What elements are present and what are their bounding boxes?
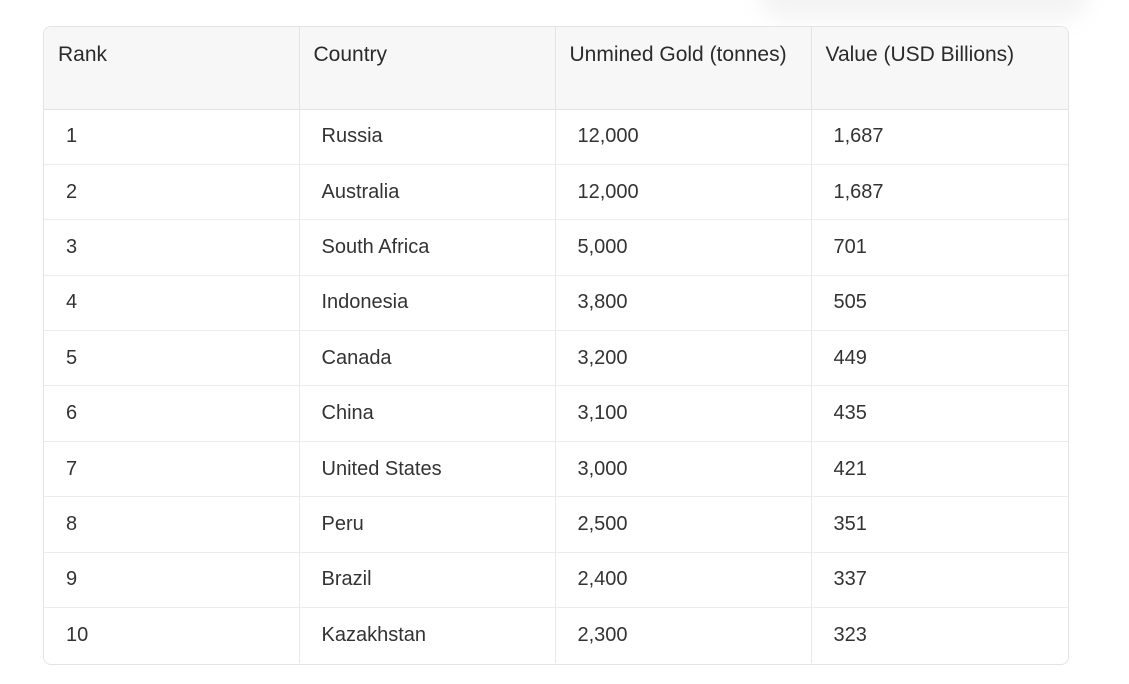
background-shadow <box>759 0 1089 20</box>
gold-reserves-table: Rank Country Unmined Gold (tonnes) Value… <box>44 27 1068 663</box>
table-row: 6 China 3,100 435 <box>44 385 1068 442</box>
cell-rank: 2 <box>44 164 299 221</box>
cell-rank: 8 <box>44 496 299 553</box>
cell-rank: 3 <box>44 219 299 276</box>
cell-rank: 6 <box>44 385 299 442</box>
table-row: 9 Brazil 2,400 337 <box>44 552 1068 609</box>
cell-value: 351 <box>810 496 1068 553</box>
header-unmined-gold: Unmined Gold (tonnes) <box>554 27 811 110</box>
cell-unmined-gold: 2,500 <box>554 496 811 553</box>
table-row: 3 South Africa 5,000 701 <box>44 219 1068 276</box>
table-header: Rank Country Unmined Gold (tonnes) Value… <box>44 27 1068 110</box>
table-row: 10 Kazakhstan 2,300 323 <box>44 607 1068 663</box>
table-body: 1 Russia 12,000 1,687 2 Australia 12,000… <box>44 109 1068 663</box>
cell-value: 505 <box>810 275 1068 332</box>
cell-unmined-gold: 2,400 <box>554 552 811 609</box>
cell-country: Indonesia <box>298 275 555 332</box>
cell-country: Brazil <box>298 552 555 609</box>
table-row: 1 Russia 12,000 1,687 <box>44 109 1068 165</box>
cell-value: 449 <box>810 330 1068 387</box>
table-row: 5 Canada 3,200 449 <box>44 330 1068 387</box>
cell-rank: 10 <box>66 623 89 646</box>
cell-country: Australia <box>298 164 555 221</box>
header-value: Value (USD Billions) <box>810 27 1068 110</box>
cell-value: 337 <box>810 552 1068 609</box>
cell-value: 1,687 <box>810 109 1068 165</box>
cell-unmined-gold: 3,100 <box>554 385 811 442</box>
cell-rank: 4 <box>44 275 299 332</box>
cell-country: Kazakhstan <box>298 607 555 663</box>
cell-unmined-gold: 3,800 <box>554 275 811 332</box>
cell-country: United States <box>298 441 555 498</box>
cell-country: Russia <box>298 109 555 165</box>
cell-unmined-gold: 12,000 <box>554 164 811 221</box>
header-country: Country <box>298 27 555 110</box>
cell-rank: 5 <box>44 330 299 387</box>
table-row: 7 United States 3,000 421 <box>44 441 1068 498</box>
table-row: 4 Indonesia 3,800 505 <box>44 275 1068 332</box>
cell-rank: 7 <box>44 441 299 498</box>
cell-rank: 9 <box>44 552 299 609</box>
header-rank: Rank <box>44 27 299 110</box>
gold-reserves-table-container: Rank Country Unmined Gold (tonnes) Value… <box>43 26 1069 665</box>
cell-unmined-gold: 12,000 <box>554 109 811 165</box>
cell-country: Peru <box>298 496 555 553</box>
cell-country: Canada <box>298 330 555 387</box>
cell-unmined-gold: 2,300 <box>554 607 811 663</box>
table-row: 8 Peru 2,500 351 <box>44 496 1068 553</box>
cell-unmined-gold: 5,000 <box>554 219 811 276</box>
header-row: Rank Country Unmined Gold (tonnes) Value… <box>44 27 1068 110</box>
cell-unmined-gold: 3,200 <box>554 330 811 387</box>
cell-country: South Africa <box>298 219 555 276</box>
cell-country: China <box>298 385 555 442</box>
table-row: 2 Australia 12,000 1,687 <box>44 164 1068 221</box>
cell-value: 1,687 <box>810 164 1068 221</box>
cell-value: 421 <box>810 441 1068 498</box>
cell-value: 435 <box>810 385 1068 442</box>
cell-unmined-gold: 3,000 <box>554 441 811 498</box>
cell-value: 323 <box>810 607 1068 663</box>
cell-value: 701 <box>810 219 1068 276</box>
cell-rank: 1 <box>44 109 299 165</box>
